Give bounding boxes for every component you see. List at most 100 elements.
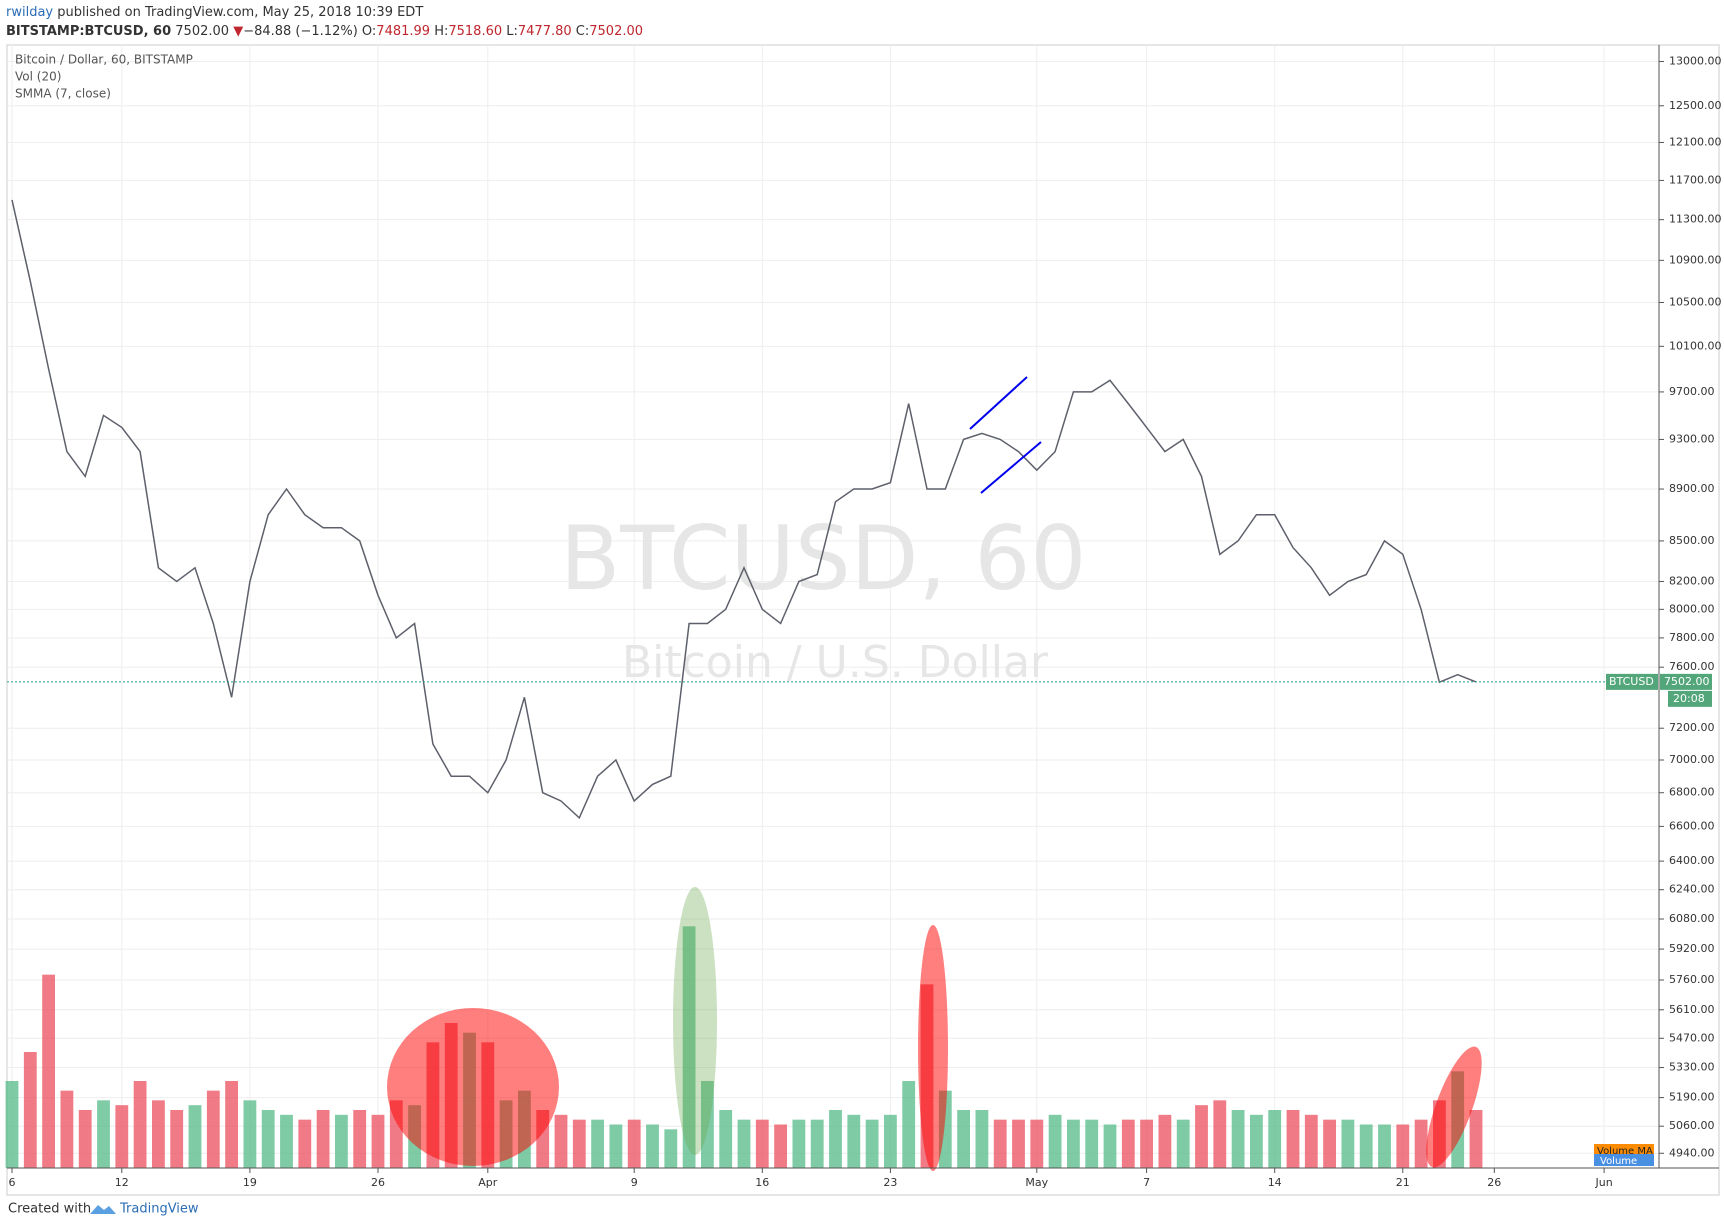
volume-bar — [755, 1119, 769, 1168]
frame — [6, 44, 1720, 1196]
volume-bar — [1030, 1119, 1044, 1168]
legend: Bitcoin / Dollar, 60, BITSTAMP — [15, 53, 193, 67]
volume-bar — [60, 1090, 74, 1168]
y-tick-label: 6240.00 — [1669, 883, 1715, 896]
price-line — [11, 199, 1477, 820]
volume-bar — [737, 1119, 751, 1168]
volume-bar — [883, 1114, 897, 1168]
y-tick-label: 6080.00 — [1669, 912, 1715, 925]
volume-bar — [627, 1119, 641, 1168]
c-label: C: — [575, 24, 590, 39]
y-tick-label: 6600.00 — [1669, 819, 1715, 832]
trend-line — [980, 441, 1042, 494]
volume-bar — [316, 1110, 330, 1168]
y-tick-label: 5060.00 — [1669, 1119, 1715, 1132]
volume-bar — [170, 1110, 184, 1168]
volume-bar — [591, 1119, 605, 1168]
footer-created: Created with — [8, 1202, 91, 1217]
volume-bar — [1396, 1124, 1410, 1168]
highlight — [387, 1008, 559, 1166]
y-tick-label: 12100.00 — [1669, 135, 1722, 148]
y-tick-label: 6400.00 — [1669, 854, 1715, 867]
x-tick-label: 6 — [9, 1176, 16, 1189]
y-tick-label: 7600.00 — [1669, 660, 1715, 673]
highlight — [918, 925, 948, 1171]
y-tick-label: 8200.00 — [1669, 574, 1715, 587]
volume-bar — [1012, 1119, 1025, 1168]
x-tick-label: Jun — [1595, 1176, 1613, 1189]
volume-bar — [1195, 1105, 1208, 1168]
user[interactable]: rwilday — [6, 5, 54, 20]
symbol: BITSTAMP:BTCUSD, 60 — [6, 24, 172, 39]
volume-bar — [993, 1119, 1007, 1168]
watermark-subtitle: Bitcoin / U.S. Dollar — [622, 637, 1049, 688]
price-tag-symbol: BTCUSD — [1609, 675, 1654, 688]
volume-bar — [225, 1081, 239, 1168]
plot — [11, 199, 1477, 820]
volume-bar — [847, 1114, 861, 1168]
volume — [5, 926, 1483, 1168]
y-tick-label: 4940.00 — [1669, 1146, 1715, 1159]
trend-line — [969, 376, 1028, 430]
volume-bar — [829, 1110, 842, 1168]
highlight — [1426, 1046, 1482, 1168]
y-tick-label: 8900.00 — [1669, 482, 1715, 495]
volume-bar — [1066, 1119, 1080, 1168]
volume-bar — [133, 1081, 147, 1168]
badge-label: Volume — [1600, 1156, 1637, 1167]
volume-bar — [1323, 1119, 1337, 1168]
y-tick-label: 5760.00 — [1669, 973, 1715, 986]
x-tick-label: 9 — [631, 1176, 638, 1189]
c: 7502.00 — [589, 24, 644, 39]
volume-bar — [1231, 1110, 1245, 1168]
arrow: ▼ — [233, 24, 244, 39]
volume-bar — [1048, 1114, 1062, 1168]
header: rwilday published on TradingView.com, Ma… — [6, 3, 643, 41]
volume-bar — [97, 1100, 110, 1168]
volume-bar — [334, 1114, 348, 1168]
y-tick-label: 7000.00 — [1669, 753, 1715, 766]
y-tick-label: 10500.00 — [1669, 296, 1722, 309]
footer-brand[interactable]: TradingView — [119, 1202, 199, 1217]
x-tick-label: 26 — [371, 1176, 385, 1189]
volume-bar — [1414, 1119, 1428, 1168]
volume-bar — [1249, 1114, 1263, 1168]
x-tick-label: 26 — [1487, 1176, 1501, 1189]
volume-bar — [975, 1110, 989, 1168]
countdown: 20:08 — [1673, 692, 1705, 705]
x-tick-label: 12 — [115, 1176, 129, 1189]
y-tick-label: 5610.00 — [1669, 1003, 1715, 1016]
price-tag — [1606, 673, 1658, 690]
logo — [90, 1205, 116, 1214]
legend: SMMA (7, close) — [15, 87, 111, 101]
h: 7518.60 — [448, 24, 503, 39]
y-tick-label: 13000.00 — [1669, 55, 1722, 68]
volume-bar — [865, 1119, 879, 1168]
watermark: BTCUSD, 60 — [560, 507, 1086, 610]
x-tick-label: 23 — [883, 1176, 897, 1189]
y-tick-label: 7200.00 — [1669, 721, 1715, 734]
x-tick-label: May — [1025, 1176, 1048, 1189]
badge-label: Volume MA — [1597, 1146, 1653, 1157]
legend: Vol (20) — [15, 70, 61, 84]
y-tick-label: 8500.00 — [1669, 534, 1715, 547]
y-tick-label: 7800.00 — [1669, 631, 1715, 644]
y-tick-label: 10100.00 — [1669, 339, 1722, 352]
volume-bar — [682, 926, 696, 1168]
price-tag-value: 7502.00 — [1664, 675, 1710, 688]
volume-bar — [1304, 1114, 1318, 1168]
volume-bar — [554, 1114, 568, 1168]
l: 7477.80 — [517, 24, 572, 39]
volume-bar — [1268, 1110, 1282, 1168]
publish-line: rwilday published on TradingView.com, Ma… — [6, 3, 643, 22]
volume-bar — [1359, 1124, 1373, 1168]
volume-bar — [1158, 1114, 1172, 1168]
volume-bar — [280, 1114, 293, 1168]
symbol-line: BITSTAMP:BTCUSD, 60 7502.00 ▼−84.88 (−1.… — [6, 22, 643, 41]
y-tick-label: 5330.00 — [1669, 1061, 1715, 1074]
volume-bar — [572, 1119, 586, 1168]
volume-bar — [1341, 1119, 1355, 1168]
y-tick-label: 11300.00 — [1669, 213, 1722, 226]
volume-bar — [115, 1105, 129, 1168]
